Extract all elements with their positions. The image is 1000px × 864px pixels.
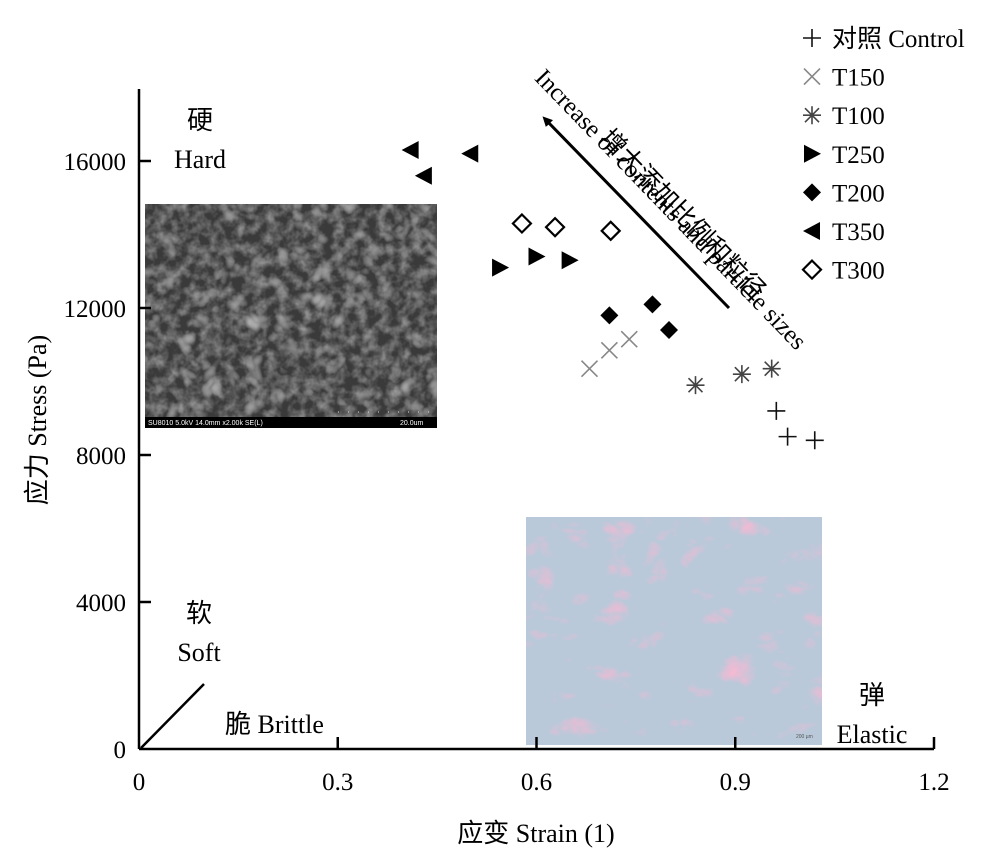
annotation-hard-en: Hard	[174, 145, 226, 174]
annotation-elastic-en: Elastic	[837, 720, 908, 749]
sem-micrograph-inset: SU8010 5.0kV 14.0mm x2.00k SE(L) 20.0um	[145, 204, 437, 428]
legend-entry: T200	[803, 180, 885, 207]
trend-arrow: 增大添加比例和粒径 Increase of contents and parti…	[529, 64, 811, 355]
legend-marker	[804, 144, 821, 163]
data-point	[492, 258, 510, 277]
y-tick-label: 16000	[64, 149, 127, 176]
y-tick-label: 8000	[76, 443, 126, 470]
x-tick-label: 1.2	[918, 769, 949, 796]
annotation-soft-en: Soft	[177, 638, 221, 667]
legend-entry: T150	[803, 65, 885, 92]
y-axis-label: 应力 Stress (Pa)	[23, 335, 52, 505]
axes: 0 0.3 0.6 0.9 1.2 0 4000 8000 12000 16000 应变 Str…	[23, 89, 950, 848]
y-tick-label: 12000	[64, 296, 127, 323]
legend-entry: T300	[801, 258, 885, 285]
series-t250	[492, 247, 579, 277]
legend-entry: T100	[803, 103, 885, 130]
x-axis-label: 应变 Strain (1)	[457, 819, 614, 848]
x-tick-label: 0	[133, 769, 146, 796]
legend-entry: T350	[803, 219, 885, 246]
data-point	[600, 220, 622, 242]
legend-marker	[803, 68, 821, 86]
legend-marker	[801, 259, 823, 281]
data-point	[732, 365, 751, 384]
data-point	[511, 212, 533, 235]
series-t150	[580, 330, 638, 378]
annotation-brittle: 脆 Brittle	[225, 710, 324, 739]
series-t100	[686, 359, 781, 395]
trend-arrow-text-en: Increase of contents and particle sizes	[529, 64, 811, 355]
trend-arrow-line	[542, 116, 731, 310]
data-point	[401, 140, 419, 159]
annotation-soft-cn: 软	[186, 599, 212, 628]
data-point	[805, 431, 824, 450]
series-t200	[600, 295, 678, 340]
histology-inset: 200 µm	[526, 517, 822, 745]
legend-marker	[803, 222, 820, 240]
annotations: 硬 Hard 软 Soft 脆 Brittle 弹 Elastic	[140, 106, 908, 749]
legend-label: 对照 Control	[832, 25, 965, 53]
data-point	[620, 330, 638, 348]
data-point	[461, 144, 479, 163]
legend-entry: 对照 Control	[803, 25, 965, 53]
y-tick-label: 4000	[76, 590, 126, 617]
annotation-hard-cn: 硬	[187, 106, 213, 135]
data-point	[767, 401, 786, 420]
data-point	[561, 251, 579, 270]
legend-label: T150	[832, 65, 885, 92]
legend-label: T100	[832, 103, 885, 130]
x-tick-label: 0.9	[720, 769, 751, 796]
data-point	[643, 295, 662, 314]
legend-marker	[803, 29, 821, 47]
soft-brittle-divider	[140, 683, 205, 749]
annotation-elastic-cn: 弹	[859, 681, 885, 710]
y-tick-label: 0	[114, 737, 127, 764]
data-point	[600, 341, 618, 359]
data-point	[528, 247, 546, 266]
legend-label: T350	[832, 219, 885, 246]
data-point	[686, 376, 705, 395]
data-point	[600, 306, 619, 325]
histology-scale-label: 200 µm	[796, 734, 813, 740]
legend-marker	[803, 106, 821, 125]
series-t350	[401, 140, 479, 185]
data-point	[660, 321, 678, 340]
sem-caption: SU8010 5.0kV 14.0mm x2.00k SE(L)	[148, 420, 263, 427]
data-points	[401, 140, 824, 450]
legend-label: T250	[832, 142, 885, 169]
data-point	[778, 427, 797, 446]
y-axis-ticks: 0 4000 8000 12000 16000	[64, 149, 151, 764]
legend-label: T200	[832, 180, 885, 207]
series-t300	[511, 212, 622, 242]
legend: 对照 Control T150 T100 T250 T200 T350 T300	[801, 25, 965, 285]
series-control	[767, 401, 824, 450]
sem-scale-label: 20.0um	[400, 420, 424, 427]
x-tick-label: 0.3	[322, 769, 353, 796]
data-point	[544, 216, 566, 238]
data-point	[580, 360, 599, 378]
data-point	[414, 166, 432, 185]
legend-entry: T250	[804, 142, 885, 169]
x-axis-ticks: 0 0.3 0.6 0.9 1.2	[133, 737, 950, 796]
data-point	[762, 359, 781, 378]
x-tick-label: 0.6	[521, 769, 552, 796]
legend-marker	[803, 183, 821, 202]
legend-label: T300	[832, 258, 885, 285]
